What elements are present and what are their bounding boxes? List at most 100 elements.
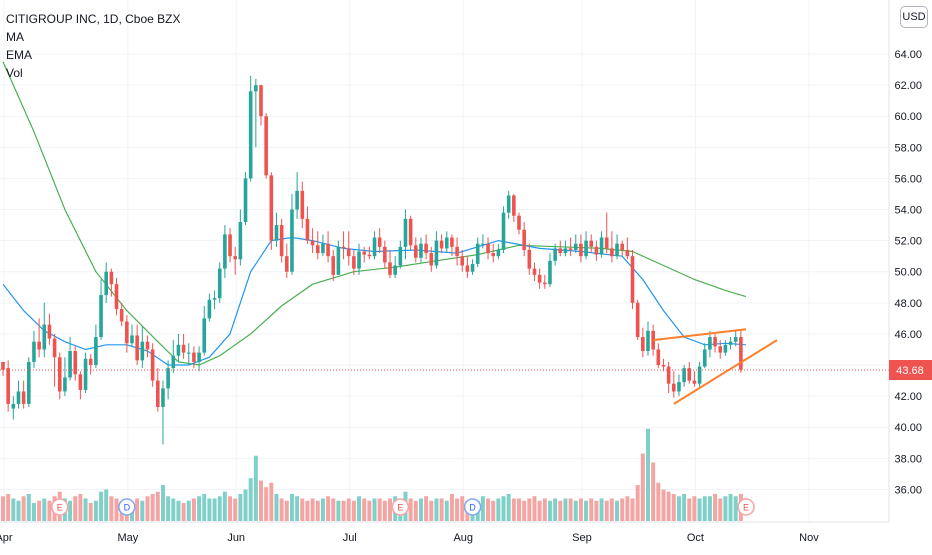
candle-body[interactable]: [238, 221, 243, 260]
candle-body[interactable]: [94, 337, 98, 366]
candle-body[interactable]: [573, 243, 578, 250]
candle-body[interactable]: [532, 268, 537, 275]
price-axis[interactable]: [889, 0, 932, 550]
candle-body[interactable]: [568, 248, 573, 250]
candle-body[interactable]: [223, 234, 227, 269]
candle-body[interactable]: [702, 349, 707, 367]
candle-body[interactable]: [589, 240, 594, 247]
candle-body[interactable]: [604, 237, 609, 249]
candle-body[interactable]: [527, 249, 532, 269]
candle-body[interactable]: [315, 245, 320, 254]
candle-body[interactable]: [295, 190, 299, 210]
candle-body[interactable]: [383, 246, 387, 263]
candle-body[interactable]: [656, 349, 661, 366]
indicator-vol-label[interactable]: Vol: [6, 66, 23, 80]
candle-body[interactable]: [563, 248, 568, 254]
candle-body[interactable]: [599, 237, 604, 255]
currency-button[interactable]: USD: [900, 6, 928, 28]
candle-body[interactable]: [228, 234, 232, 257]
candle-body[interactable]: [150, 349, 155, 381]
candle-body[interactable]: [57, 357, 62, 392]
candle-body[interactable]: [1, 361, 5, 370]
candle-body[interactable]: [27, 361, 31, 404]
candle-body[interactable]: [537, 274, 542, 283]
candle-body[interactable]: [486, 243, 490, 254]
candle-body[interactable]: [285, 256, 289, 272]
candle-body[interactable]: [475, 243, 480, 264]
candle-body[interactable]: [259, 85, 263, 117]
candle-body[interactable]: [269, 175, 274, 241]
candle-body[interactable]: [625, 249, 630, 257]
candle-body[interactable]: [692, 380, 697, 384]
candle-body[interactable]: [217, 268, 222, 299]
candle-body[interactable]: [522, 229, 526, 250]
candle-body[interactable]: [341, 246, 346, 249]
candle-body[interactable]: [192, 352, 196, 362]
dividend-marker[interactable]: [118, 498, 136, 516]
candle-body[interactable]: [11, 403, 16, 409]
candle-body[interactable]: [594, 246, 599, 255]
candle-body[interactable]: [197, 352, 201, 362]
candle-body[interactable]: [130, 335, 134, 344]
candle-body[interactable]: [352, 256, 356, 269]
candle-body[interactable]: [47, 324, 52, 339]
candle-body[interactable]: [181, 344, 186, 353]
candle-body[interactable]: [579, 243, 583, 257]
candle-body[interactable]: [300, 190, 305, 219]
candle-body[interactable]: [666, 366, 671, 384]
candle-body[interactable]: [104, 271, 108, 296]
candle-body[interactable]: [419, 243, 423, 258]
candle-body[interactable]: [661, 365, 666, 367]
wedge-lower-line[interactable]: [673, 339, 778, 405]
candle-body[interactable]: [615, 243, 619, 257]
candle-body[interactable]: [16, 391, 21, 404]
candle-body[interactable]: [501, 212, 506, 250]
candle-body[interactable]: [548, 260, 552, 285]
candle-body[interactable]: [21, 391, 26, 404]
candle-body[interactable]: [372, 237, 377, 257]
candle-body[interactable]: [444, 237, 449, 249]
candle-body[interactable]: [398, 246, 403, 266]
candle-body[interactable]: [114, 284, 119, 310]
candle-body[interactable]: [367, 254, 372, 257]
candle-body[interactable]: [553, 248, 557, 261]
candle-body[interactable]: [326, 243, 330, 257]
candle-body[interactable]: [362, 251, 366, 255]
candle-body[interactable]: [465, 265, 470, 272]
candle-body[interactable]: [279, 225, 284, 257]
candle-body[interactable]: [687, 368, 692, 381]
candle-body[interactable]: [635, 302, 640, 338]
candle-body[interactable]: [677, 382, 681, 392]
candle-body[interactable]: [37, 341, 41, 350]
candle-body[interactable]: [682, 368, 686, 383]
candle-body[interactable]: [728, 341, 733, 345]
candle-body[interactable]: [264, 116, 268, 176]
earnings-marker[interactable]: [51, 498, 69, 516]
candle-body[interactable]: [460, 256, 465, 266]
candle-body[interactable]: [202, 318, 207, 353]
candle-body[interactable]: [68, 351, 72, 378]
candle-body[interactable]: [166, 368, 170, 389]
candle-body[interactable]: [713, 337, 717, 347]
candle-body[interactable]: [558, 248, 563, 254]
candle-body[interactable]: [32, 341, 36, 362]
candle-body[interactable]: [506, 195, 511, 213]
candle-body[interactable]: [305, 218, 310, 241]
candle-body[interactable]: [393, 265, 397, 275]
candle-body[interactable]: [450, 237, 454, 247]
candle-body[interactable]: [109, 271, 114, 285]
candle-body[interactable]: [248, 91, 253, 179]
candle-body[interactable]: [186, 352, 191, 354]
candle-body[interactable]: [620, 243, 624, 250]
candle-body[interactable]: [414, 245, 418, 258]
candle-body[interactable]: [377, 237, 382, 247]
candle-body[interactable]: [517, 215, 521, 230]
earnings-marker[interactable]: [737, 498, 755, 516]
candle-body[interactable]: [176, 344, 181, 356]
candle-body[interactable]: [290, 209, 294, 272]
candle-body[interactable]: [610, 248, 614, 257]
candle-body[interactable]: [156, 380, 160, 408]
candle-body[interactable]: [243, 178, 248, 222]
candle-body[interactable]: [584, 240, 588, 257]
